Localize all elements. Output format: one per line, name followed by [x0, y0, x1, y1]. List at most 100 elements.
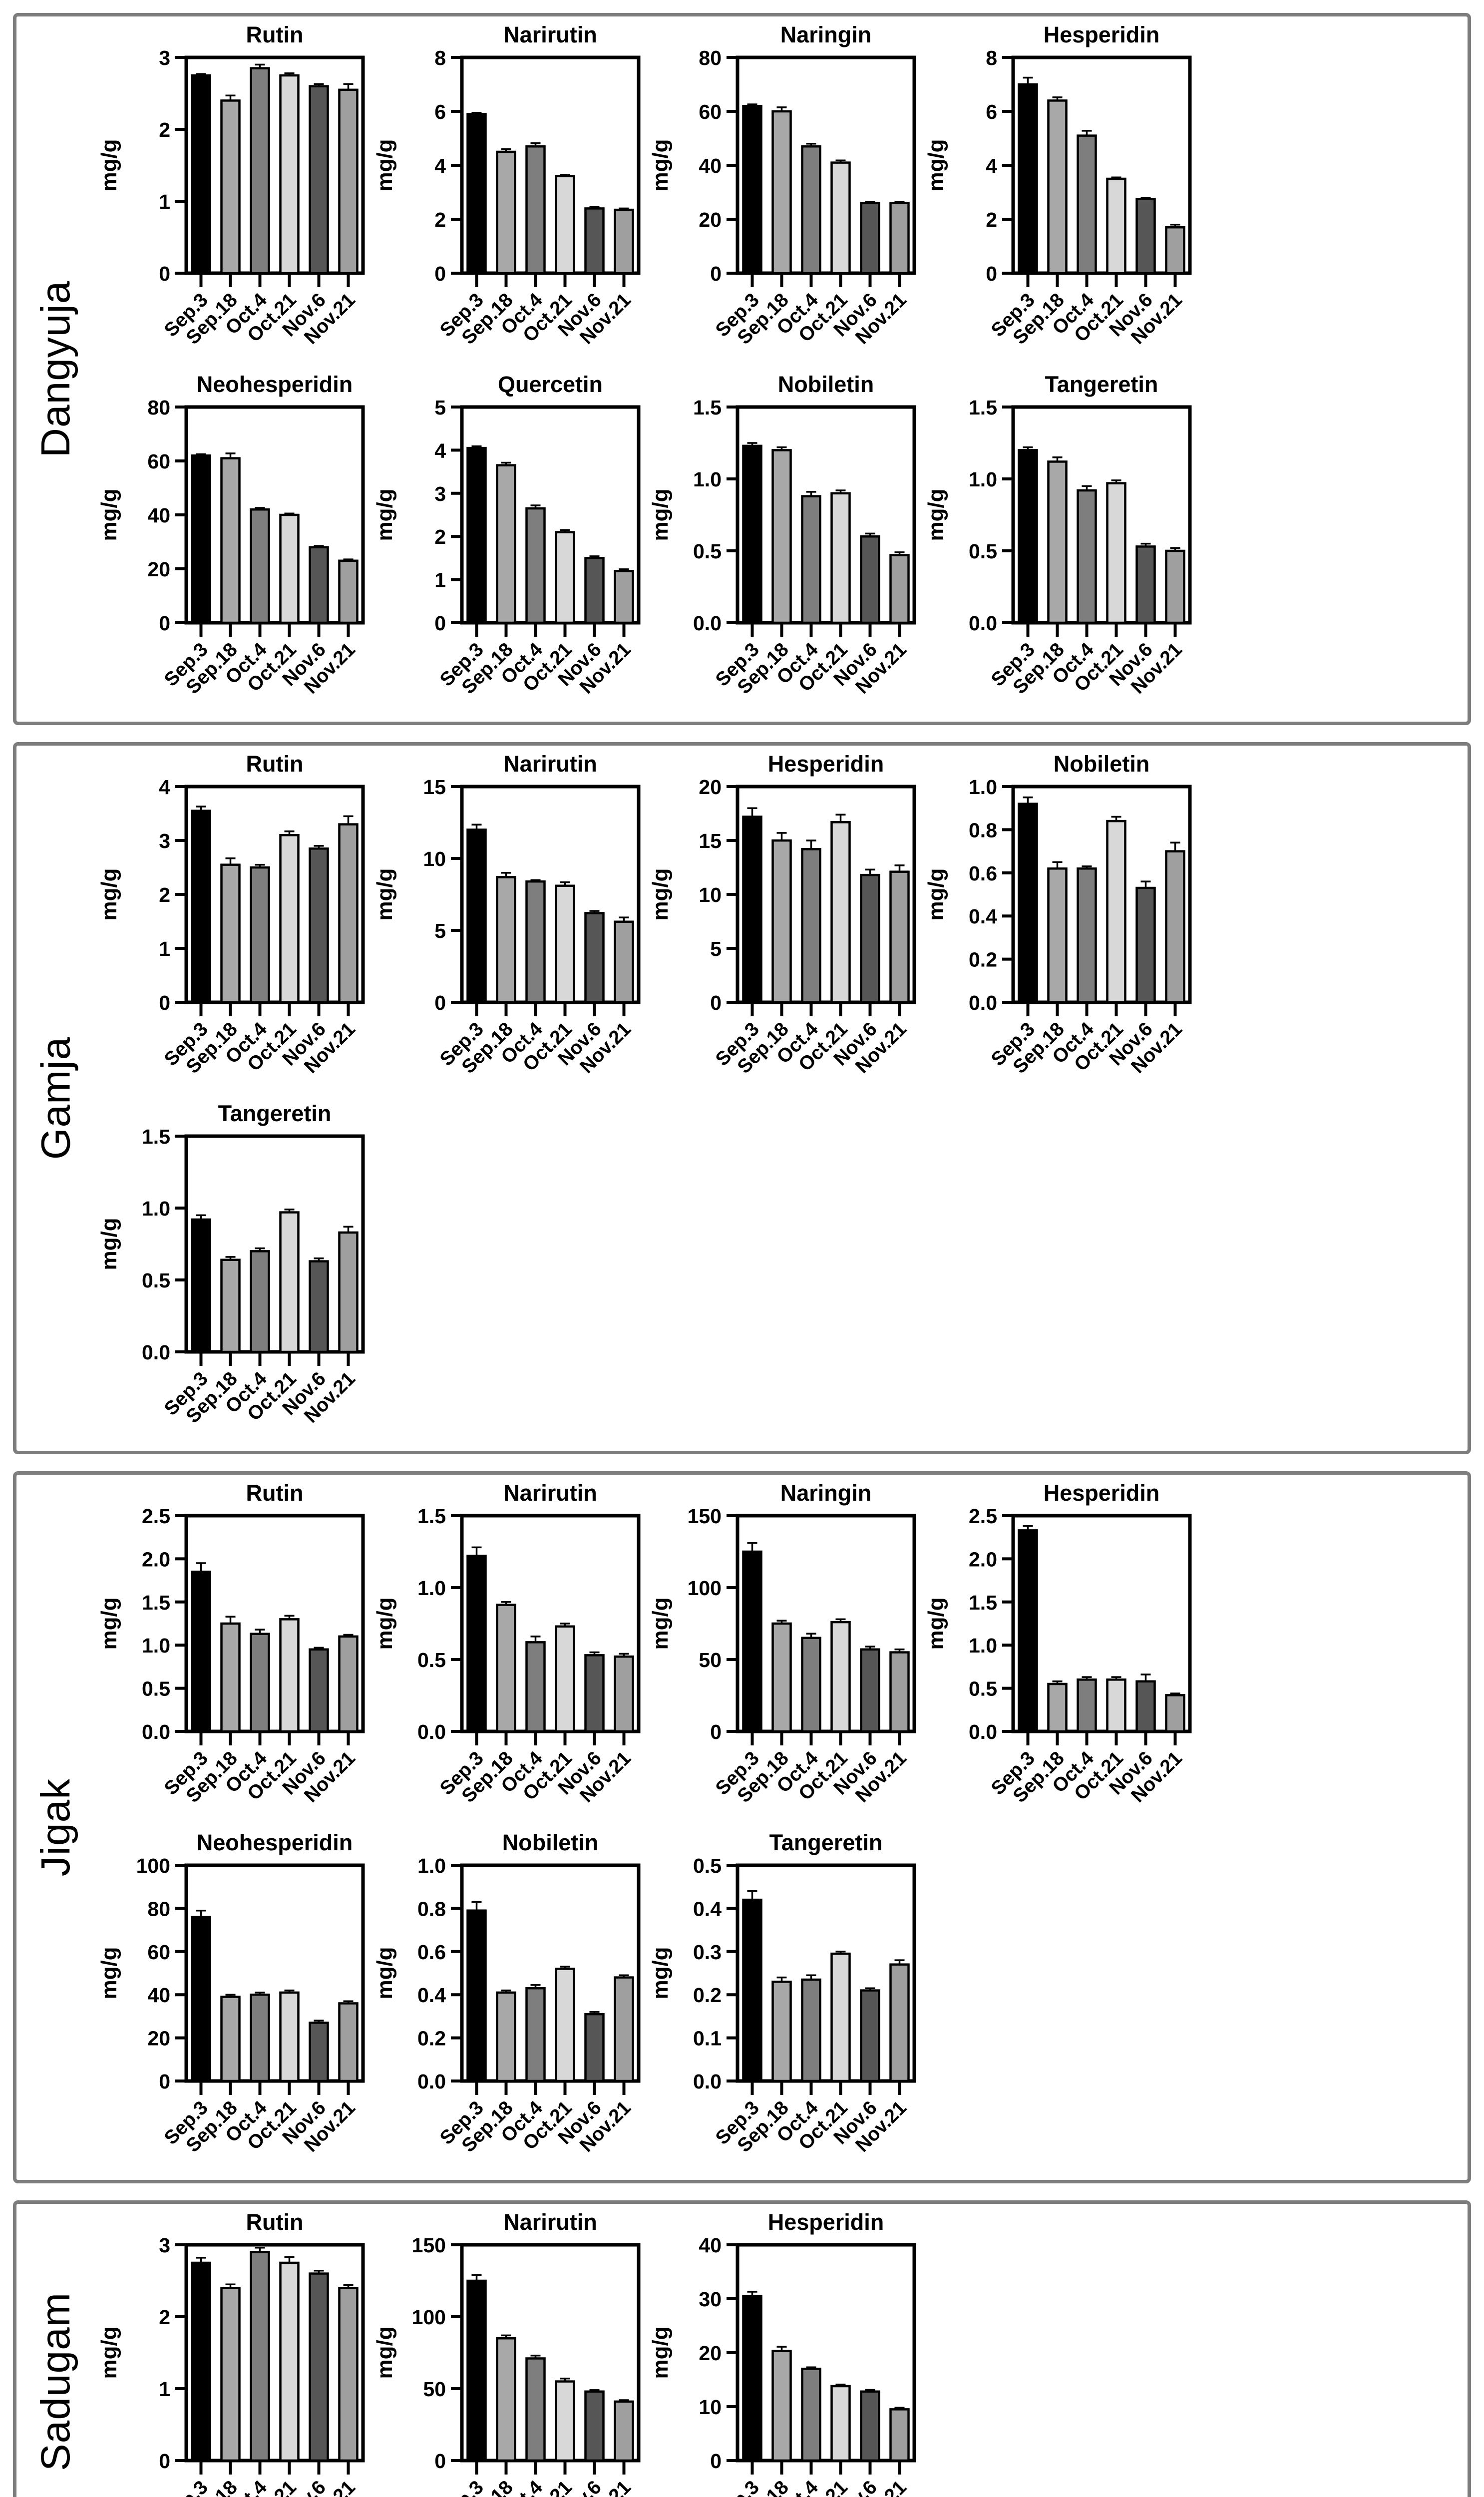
y-tick-label: 0.0 [969, 1720, 997, 1743]
y-tick-label: 0 [434, 262, 446, 285]
bar [250, 1633, 270, 1733]
bar [279, 2261, 300, 2462]
bar [830, 492, 851, 624]
bar [466, 113, 487, 275]
y-tick-label: 1 [434, 569, 446, 592]
y-tick-label: 0.6 [969, 862, 997, 885]
y-tick-label: 40 [147, 504, 170, 527]
plot-frame [1011, 1514, 1192, 1733]
y-tick-label: 20 [699, 208, 722, 231]
bar [1047, 460, 1068, 624]
panel-label: Sadugam [33, 2292, 78, 2472]
y-tick-label: 0 [434, 2450, 446, 2473]
y-tick-label: 5 [710, 937, 722, 960]
y-tick-label: 0.5 [693, 1854, 722, 1877]
plot-frame [736, 785, 916, 1004]
y-tick-label: 100 [412, 2306, 446, 2329]
bar [1018, 83, 1038, 275]
bar [1165, 850, 1185, 1004]
bar [584, 557, 605, 624]
y-tick-label: 1.0 [417, 1577, 446, 1600]
y-tick-label: 1.0 [142, 1197, 170, 1220]
y-tick-label: 8 [434, 46, 446, 69]
bar [466, 1555, 487, 1733]
plot-frame [736, 55, 916, 275]
bar [338, 2002, 359, 2082]
y-tick-label: 0 [434, 612, 446, 635]
bar [801, 848, 821, 1004]
bar [860, 202, 880, 275]
y-tick-label: 0 [710, 2450, 722, 2473]
y-axis-label: mg/g [372, 1947, 397, 1999]
y-axis-label: mg/g [648, 868, 673, 920]
y-tick-label: 0.8 [417, 1897, 446, 1920]
bar [889, 870, 910, 1004]
bar [279, 513, 300, 624]
y-axis-label: mg/g [372, 1597, 397, 1650]
bar [771, 2350, 792, 2462]
bar [555, 531, 575, 624]
bar [584, 912, 605, 1004]
panel-jigak: Jigak Rutin mg/g 0.0 0.5 1.0 1.5 2.0 2.5 Sep.3 Sep… [13, 1471, 1471, 2183]
y-tick-label: 80 [147, 1897, 170, 1920]
bar [466, 446, 487, 624]
bar [309, 847, 329, 1004]
plot-frame [460, 55, 641, 275]
bar [1135, 1680, 1156, 1733]
y-tick-label: 0.0 [693, 612, 722, 635]
y-tick-label: 1.0 [969, 776, 997, 799]
bar [191, 2261, 211, 2462]
bar [309, 2272, 329, 2462]
bar [860, 873, 880, 1004]
bar [1077, 1678, 1097, 1733]
y-tick-label: 80 [147, 396, 170, 419]
y-tick-label: 4 [434, 439, 446, 462]
y-tick-label: 60 [147, 450, 170, 473]
bar [1135, 545, 1156, 624]
bar [584, 1654, 605, 1733]
y-axis-label: mg/g [648, 488, 673, 541]
plot-frame [736, 2243, 916, 2463]
y-tick-label: 1.0 [693, 468, 722, 491]
chart-title: Hesperidin [1044, 1480, 1160, 1506]
bar [220, 2287, 241, 2462]
bar [220, 1622, 241, 1733]
chart-dangyuja-narirutin: Narirutin mg/g 0 2 4 6 8 Sep.3 Sep.18 Oct.4 Oct.21… [369, 19, 645, 369]
chart-dangyuja-tangeretin: Tangeretin mg/g 0.0 0.5 1.0 1.5 Sep.3 Sep.18 Oct… [920, 369, 1196, 719]
bar [860, 1648, 880, 1733]
bar [220, 863, 241, 1004]
y-tick-label: 100 [136, 1854, 170, 1877]
y-tick-label: 2 [159, 118, 170, 141]
bar [889, 202, 910, 275]
chart-title: Hesperidin [768, 751, 884, 777]
chart-title: Narirutin [503, 751, 597, 777]
y-tick-label: 0.3 [693, 1941, 722, 1964]
y-tick-label: 0.4 [969, 905, 997, 928]
bar [279, 1211, 300, 1353]
bar [525, 2357, 546, 2462]
y-axis-label: mg/g [648, 139, 673, 191]
y-tick-label: 100 [688, 1577, 722, 1600]
y-tick-label: 1.0 [142, 1634, 170, 1657]
y-tick-label: 8 [986, 46, 997, 69]
bar [466, 829, 487, 1004]
bar [496, 876, 516, 1004]
bar [860, 2390, 880, 2462]
bar [1106, 177, 1126, 275]
bar [771, 1981, 792, 2082]
y-axis-label: mg/g [372, 2326, 397, 2379]
bar [525, 880, 546, 1004]
bar [338, 88, 359, 275]
y-tick-label: 3 [159, 2234, 170, 2257]
bar [830, 1952, 851, 2082]
y-tick-label: 0 [159, 262, 170, 285]
bar [191, 454, 211, 624]
bar [614, 570, 634, 624]
y-tick-label: 40 [699, 154, 722, 177]
bar [742, 1898, 762, 2082]
y-tick-label: 0.5 [142, 1677, 170, 1700]
y-tick-label: 1.0 [969, 468, 997, 491]
chart-jigak-nobiletin: Nobiletin mg/g 0.0 0.2 0.4 0.6 0.8 1.0 Sep.3 Sep.… [369, 1827, 645, 2177]
plot-frame [184, 1514, 365, 1733]
